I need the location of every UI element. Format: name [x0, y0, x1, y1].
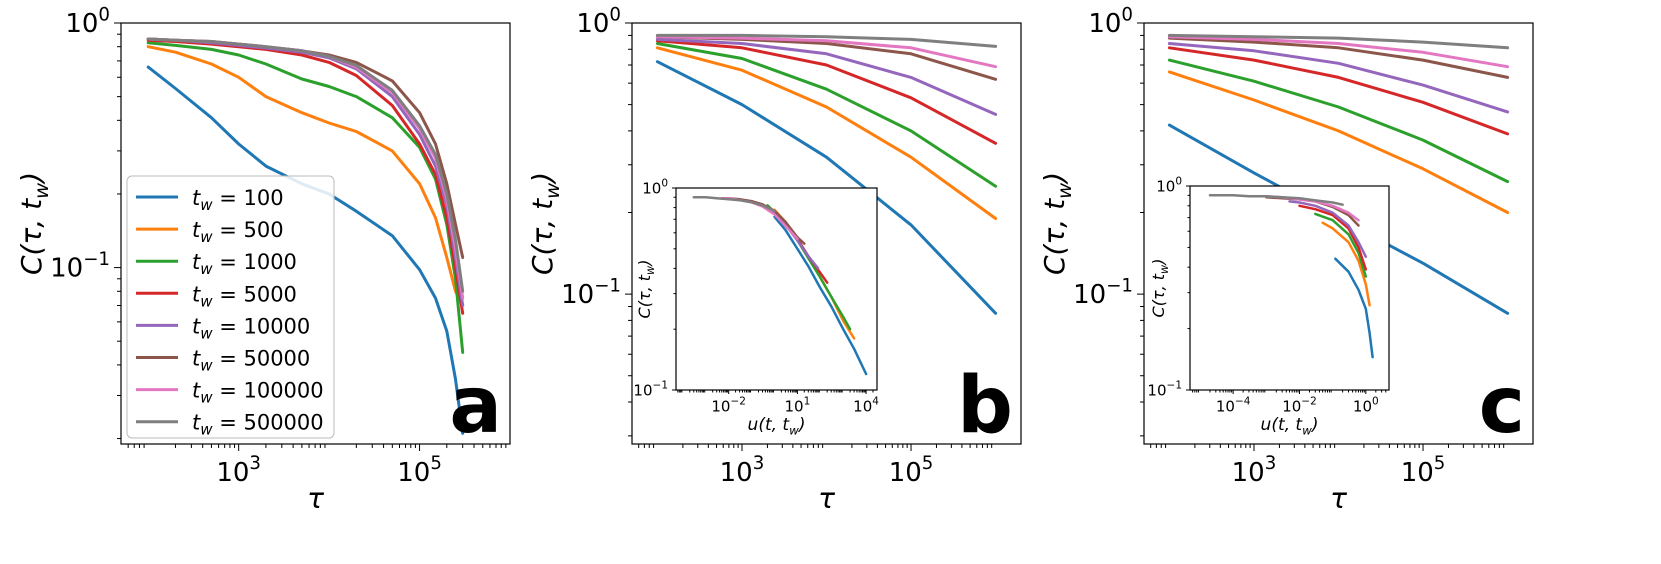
y-tick-label: 10−1 [50, 249, 110, 284]
inset-x-axis-label: u(t, tw) [1261, 415, 1319, 437]
svg-text:C(τ, tw): C(τ, tw) [1038, 172, 1076, 275]
legend-entry-tw-100: tw = 100 [192, 186, 284, 214]
legend-entry-tw-500000: tw = 500000 [192, 411, 324, 439]
y-tick-label: 100 [1088, 4, 1133, 39]
series-line-tw-100000 [655, 35, 998, 69]
series-line-tw-100000 [1167, 35, 1510, 69]
svg-text:u(t, tw): u(t, tw) [748, 415, 806, 437]
inset-x-tick-label: 10−2 [1282, 396, 1317, 416]
inset-series-line-tw-1000 [1314, 212, 1368, 278]
axes-frame [1143, 22, 1534, 445]
inset-series-line-tw-100 [773, 215, 868, 376]
y-axis-label: C(τ, tw) [15, 172, 53, 275]
series-line-tw-5000 [1167, 46, 1510, 136]
panel-c: 103 105 100 10−1 τ C(τ, tw) 10−4 10−2 100 100 10−1… [1038, 4, 1534, 515]
inset-x-tick-label: 10−2 [711, 396, 746, 416]
series-line-tw-100 [655, 60, 998, 315]
legend-entry-tw-1000: tw = 1000 [192, 250, 297, 278]
inset-series-line-tw-500000 [1208, 194, 1344, 206]
series-line-tw-500000 [146, 37, 465, 293]
inset-x-tick-label: 100 [1353, 396, 1379, 416]
x-tick-label: 105 [889, 453, 934, 488]
inset-plot: 10−2 101 104 100 10−1 u(t, tw) C(τ, tw) [633, 178, 879, 438]
inset-y-tick-label: 100 [642, 178, 668, 198]
legend-entry-tw-100000: tw = 100000 [192, 379, 324, 407]
inset-plot: 10−4 10−2 100 100 10−1 u(t, tw) C(τ, tw) [1147, 176, 1390, 437]
inset-axes-frame [675, 187, 878, 391]
legend-entry-tw-500: tw = 500 [192, 218, 284, 246]
legend-entry-tw-5000: tw = 5000 [192, 282, 297, 310]
series-line-tw-5000 [655, 39, 998, 145]
x-tick-label: 105 [397, 453, 442, 488]
x-tick-label: 103 [720, 453, 765, 488]
inset-y-tick-label: 10−1 [633, 380, 668, 400]
inset-x-axis-label: u(t, tw) [748, 415, 806, 437]
svg-text:C(τ, tw): C(τ, tw) [15, 172, 53, 275]
series-line-tw-500 [1167, 70, 1510, 214]
series-line-tw-1000 [655, 42, 998, 188]
panel-label: c [1479, 361, 1525, 451]
series-line-tw-1000 [1167, 58, 1510, 184]
svg-text:C(τ, tw): C(τ, tw) [1149, 259, 1171, 318]
y-tick-label: 10−1 [1073, 276, 1133, 311]
legend-entry-tw-10000: tw = 10000 [192, 314, 310, 342]
series-line-tw-10000 [1167, 42, 1510, 114]
inset-x-tick-label: 10−4 [1216, 396, 1251, 416]
series-line-tw-100 [146, 65, 465, 435]
y-tick-label: 100 [576, 4, 621, 39]
legend: tw = 100 tw = 500 tw = 1000 tw = 5000 tw = 1… [126, 175, 335, 439]
legend-frame [126, 175, 335, 439]
series-line-tw-50000 [1167, 36, 1510, 79]
inset-plot-area [1190, 186, 1389, 390]
series-line-tw-10000 [655, 37, 998, 116]
inset-series-line-tw-100 [1334, 257, 1374, 359]
inset-y-tick-label: 100 [1156, 176, 1182, 196]
x-tick-label: 103 [216, 453, 261, 488]
inset-series-line-tw-500 [1321, 221, 1371, 307]
y-tick-label: 100 [65, 4, 110, 39]
inset-y-axis-label: C(τ, tw) [635, 260, 657, 319]
panel-label: b [957, 361, 1013, 451]
inset-plot-area [676, 188, 877, 390]
series-line-tw-500000 [1167, 33, 1510, 50]
x-tick-label: 103 [1232, 453, 1277, 488]
inset-series-line-tw-500000 [692, 195, 776, 213]
inset-x-tick-label: 104 [853, 396, 879, 416]
x-axis-label: τ [307, 482, 324, 515]
inset-series-line-tw-10000 [1288, 200, 1368, 258]
x-axis-label: τ [818, 482, 835, 515]
x-tick-label: 105 [1401, 453, 1446, 488]
series-line-tw-500 [655, 46, 998, 220]
inset-series-line-tw-5000 [1298, 204, 1368, 271]
series-line-tw-500000 [655, 33, 998, 48]
axes-frame [631, 22, 1022, 445]
svg-text:C(τ, tw): C(τ, tw) [635, 260, 657, 319]
svg-text:u(t, tw): u(t, tw) [1261, 415, 1319, 437]
legend-entry-tw-50000: tw = 50000 [192, 347, 310, 375]
panel-b: 103 105 100 10−1 τ C(τ, tw) 10−2 101 104 100 10−1 u… [526, 4, 1022, 515]
x-axis-label: τ [1330, 482, 1347, 515]
y-axis-label: C(τ, tw) [526, 172, 564, 275]
inset-y-tick-label: 10−1 [1147, 380, 1182, 400]
svg-text:C(τ, tw): C(τ, tw) [526, 172, 564, 275]
series-line-tw-500 [146, 45, 465, 307]
y-tick-label: 10−1 [561, 276, 621, 311]
inset-y-axis-label: C(τ, tw) [1149, 259, 1171, 318]
series-line-tw-1000 [146, 41, 465, 354]
inset-x-tick-label: 101 [784, 396, 810, 416]
panel-label: a [449, 361, 502, 451]
y-axis-label: C(τ, tw) [1038, 172, 1076, 275]
